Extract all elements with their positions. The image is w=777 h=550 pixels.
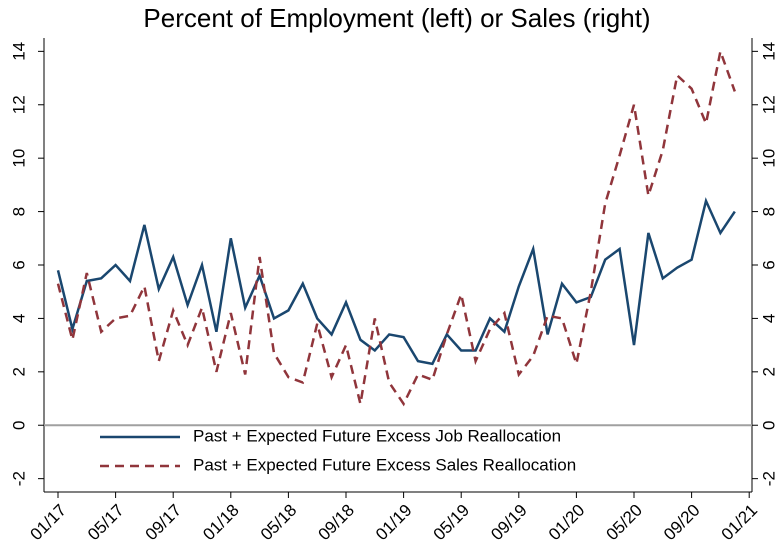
- y-tick-label: 2: [9, 367, 28, 376]
- x-tick-label: 09/18: [314, 501, 358, 545]
- y-tick-label: 0: [9, 421, 28, 430]
- y-tick-label: 14: [9, 42, 28, 61]
- x-tick-label: 09/17: [142, 501, 186, 545]
- y-tick-label: 6: [9, 260, 28, 269]
- legend-label: Past + Expected Future Excess Sales Real…: [193, 455, 576, 474]
- y2-tick-label: 2: [759, 367, 777, 376]
- x-tick-label: 05/17: [84, 501, 128, 545]
- y2-tick-label: 8: [759, 207, 777, 216]
- legend-label: Past + Expected Future Excess Job Reallo…: [193, 426, 561, 445]
- line-series: [56, 197, 736, 366]
- x-tick-label: 01/18: [199, 501, 243, 545]
- chart-title: Percent of Employment (left) or Sales (r…: [143, 3, 650, 33]
- x-tick-label: 05/20: [602, 501, 646, 545]
- line-series: [56, 46, 736, 407]
- y-tick-label: 4: [9, 314, 28, 323]
- x-tick-label: 09/19: [487, 501, 531, 545]
- x-tick-label: 01/17: [26, 501, 70, 545]
- x-tick-label: 01/19: [372, 501, 416, 545]
- y-tick-label: -2: [9, 471, 28, 486]
- y2-tick-label: 0: [759, 421, 777, 430]
- x-tick-label: 09/20: [660, 501, 704, 545]
- y-tick-label: 12: [9, 95, 28, 114]
- x-tick-label: 01/21: [718, 501, 762, 545]
- y-tick-label: 10: [9, 149, 28, 168]
- y2-tick-label: 12: [759, 95, 777, 114]
- y2-tick-label: 10: [759, 149, 777, 168]
- y2-tick-label: 6: [759, 260, 777, 269]
- x-tick-label: 01/20: [545, 501, 589, 545]
- x-tick-label: 05/18: [257, 501, 301, 545]
- x-tick-label: 05/19: [430, 501, 474, 545]
- y2-tick-label: 4: [759, 314, 777, 323]
- y2-tick-label: 14: [759, 42, 777, 61]
- y-tick-label: 8: [9, 207, 28, 216]
- y2-tick-label: -2: [759, 471, 777, 486]
